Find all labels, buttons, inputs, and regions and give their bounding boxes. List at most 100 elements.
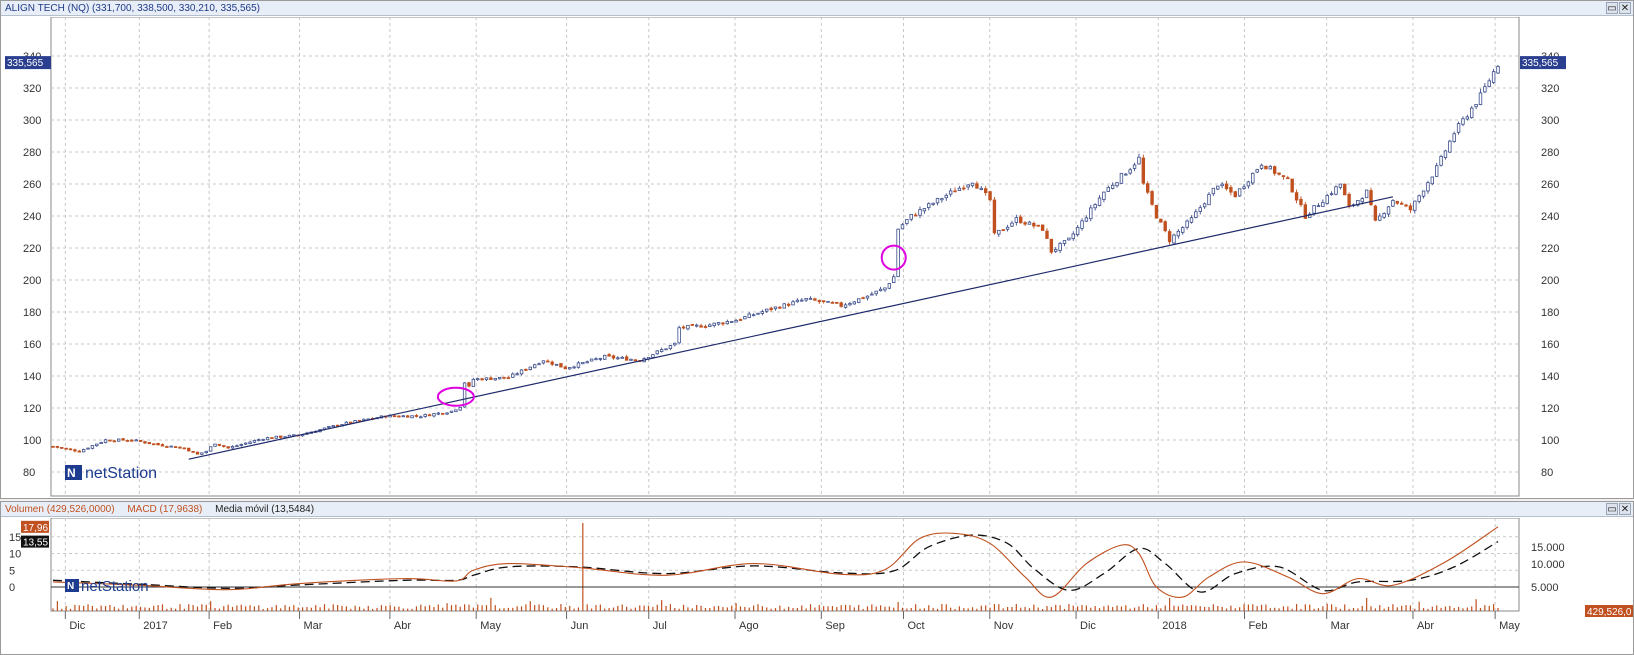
candle (1491, 68, 1496, 84)
candle (1395, 200, 1399, 205)
candle (239, 443, 243, 447)
price-chart-pane[interactable]: ALIGN TECH (NQ) (331,700, 338,500, 330,2… (0, 0, 1634, 499)
date-tick-label: Oct (907, 620, 924, 632)
macd-volume-chart[interactable]: 0 5 10 15 5.000 10.000 15.000 17,96 13,55 429… (1, 518, 1633, 654)
candle (594, 357, 598, 361)
candle (677, 325, 681, 345)
indicator-chart-pane[interactable]: Volumen (429,526,0000) MACD (17,9638) Me… (0, 501, 1634, 655)
close-indicator-button[interactable]: ✕ (1619, 503, 1631, 515)
candle (73, 448, 77, 453)
candle (848, 301, 852, 307)
candle (401, 415, 406, 418)
candle (1364, 189, 1369, 199)
signal-legend: Media móvil (13,5484) (215, 504, 315, 515)
candle (1181, 226, 1185, 235)
candle (397, 415, 401, 418)
candle (471, 377, 476, 387)
price-tick-label: 260 (1541, 179, 1559, 191)
candle (1413, 200, 1417, 214)
candle (213, 443, 217, 447)
trendline[interactable] (188, 196, 1394, 460)
price-tick-label: 260 (23, 179, 41, 191)
candle (410, 415, 414, 419)
candle (1075, 224, 1080, 237)
candle (1369, 187, 1373, 206)
price-tick-label: 320 (23, 83, 41, 95)
last-price-label-left: 335,565 (7, 58, 44, 69)
date-tick-label: Mar (304, 620, 323, 632)
candle (1115, 182, 1119, 188)
candle (633, 359, 638, 362)
netstation-logo-icon: N (67, 581, 74, 592)
candle (997, 229, 1001, 237)
candle (1408, 203, 1413, 214)
macd-tick-label: 15 (9, 532, 21, 544)
candle (747, 312, 751, 318)
macd-tick-label: 10 (9, 549, 21, 561)
candle (121, 438, 125, 441)
candle (1404, 203, 1408, 208)
last-price-label-right: 335,565 (1522, 58, 1559, 69)
candle (1325, 193, 1329, 205)
candle (817, 299, 821, 305)
candle (1185, 219, 1189, 230)
candle (257, 438, 261, 442)
signal-badge: 13,55 (21, 535, 49, 549)
candle (730, 321, 734, 323)
candle (1141, 154, 1146, 185)
candle (462, 382, 467, 408)
candle (458, 406, 462, 411)
candle (1045, 228, 1049, 239)
price-chart[interactable]: 8010012014016018020022024026028030032034… (1, 17, 1633, 498)
price-tick-label: 80 (23, 467, 35, 479)
candle (1426, 180, 1430, 194)
candle (1321, 199, 1325, 207)
candle (983, 186, 988, 196)
indicator-pane-titlebar: Volumen (429,526,0000) MACD (17,9638) Me… (1, 502, 1633, 517)
date-tick-label: Ago (739, 620, 759, 632)
candle (1478, 88, 1483, 106)
candle (1251, 172, 1255, 186)
candle (690, 323, 695, 326)
candle (1286, 175, 1290, 180)
candle (603, 354, 607, 360)
candle (1356, 200, 1360, 207)
netstation-watermark: N netStation (65, 465, 157, 482)
candle (813, 297, 817, 301)
candle (1067, 237, 1071, 241)
candle (664, 348, 668, 351)
candle (1106, 185, 1110, 192)
candle (1093, 203, 1097, 211)
candle (108, 439, 112, 442)
candle (432, 413, 436, 418)
candle (1119, 172, 1124, 184)
candle (1382, 212, 1386, 219)
candle (274, 435, 279, 439)
candle (1343, 183, 1347, 196)
candle (655, 350, 659, 355)
volume-tick-label: 10.000 (1531, 559, 1565, 571)
price-tick-label: 120 (23, 403, 41, 415)
collapse-indicator-button[interactable]: ▭ (1606, 503, 1618, 515)
candle (554, 363, 559, 366)
candle (931, 202, 935, 206)
candle (454, 409, 458, 413)
candle (900, 223, 905, 230)
collapse-pane-button[interactable]: ▭ (1606, 2, 1618, 14)
candle (1172, 233, 1176, 245)
date-tick-label: Abr (1417, 620, 1434, 632)
candle (493, 378, 497, 381)
candle (927, 202, 931, 211)
close-pane-button[interactable]: ✕ (1619, 2, 1631, 14)
candle (143, 440, 147, 444)
price-tick-label: 220 (23, 243, 41, 255)
candle (1281, 175, 1286, 180)
candle (1080, 218, 1084, 231)
candle (1290, 178, 1294, 193)
candle (856, 298, 861, 304)
candle (270, 437, 274, 440)
date-tick-label: Abr (394, 620, 411, 632)
last-price-badge-right: 335,565 (1520, 56, 1566, 70)
candle (773, 306, 778, 311)
candle (751, 313, 756, 317)
